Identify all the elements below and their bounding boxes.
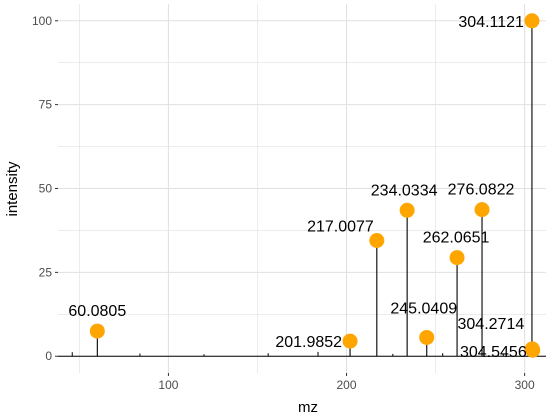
peak-label: 60.0805 [68, 303, 126, 320]
peak-point [369, 232, 385, 248]
y-tick-label: 25 [39, 265, 53, 279]
y-tick-label: 100 [32, 14, 52, 28]
peak-label: 304.1121 [458, 14, 524, 31]
peak-point [342, 333, 358, 349]
y-axis-ticks: 0 25 50 75 100 [32, 14, 58, 363]
peak-label: 304.5456 [460, 344, 527, 361]
peak-point [524, 13, 540, 29]
x-axis-ticks: 100 200 300 [158, 373, 535, 392]
stems [58, 20, 546, 357]
peak-label: 304.2714 [458, 316, 525, 333]
x-tick-label: 200 [337, 378, 357, 392]
peak-point [399, 202, 415, 218]
peak-label: 201.9852 [275, 334, 342, 351]
peak-label: 262.0651 [423, 230, 490, 247]
peak-point [474, 202, 490, 218]
y-tick-label: 0 [45, 349, 52, 363]
y-tick-label: 75 [39, 98, 53, 112]
peak-point [89, 323, 105, 339]
peak-label: 245.0409 [390, 300, 457, 317]
peak-label: 234.0334 [371, 182, 438, 199]
x-axis-title: mz [298, 399, 318, 416]
data-labels: 60.0805 201.9852 217.0077 234.0334 245.0409 2… [68, 14, 526, 361]
y-tick-label: 50 [39, 182, 53, 196]
peak-label: 276.0822 [448, 182, 515, 199]
peak-point [449, 250, 465, 266]
peak-point [419, 329, 435, 345]
peak-label: 217.0077 [307, 218, 374, 235]
x-tick-label: 100 [158, 378, 178, 392]
y-axis-title: intensity [4, 161, 21, 217]
x-tick-label: 300 [515, 378, 535, 392]
data-points [89, 13, 541, 358]
peak-point [525, 342, 541, 358]
